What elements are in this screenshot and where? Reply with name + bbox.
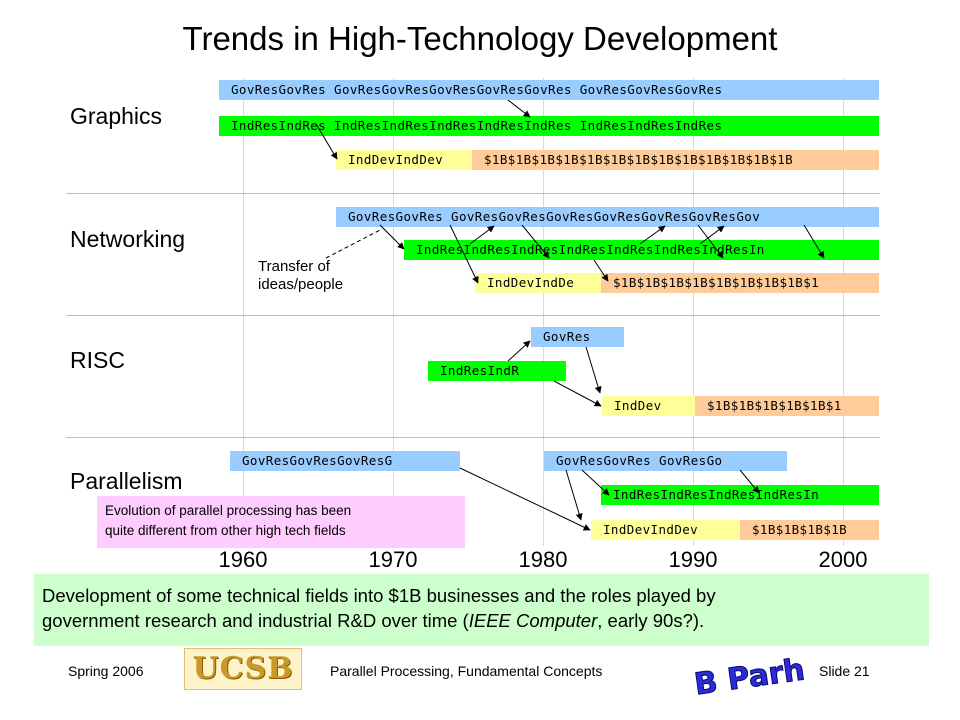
- arrow-parallel-gov-to-ind-3: [739, 469, 760, 494]
- graphics-billion-bar: $1B$1B$1B$1B$1B$1B$1B$1B$1B$1B$1B$1B$1B: [472, 150, 879, 170]
- separator-networking-risc: [66, 315, 880, 316]
- footer-slide-number: Slide 21: [819, 663, 870, 679]
- year-label-1960: 1960: [218, 547, 268, 572]
- parallel-gov-res-bar-early: GovResGovResGovResG: [230, 451, 460, 471]
- field-label-parallelism: Parallelism: [70, 468, 183, 494]
- arrow-networking-gov-to-dev-1: [449, 224, 479, 284]
- risc-gov-res-bar: GovRes: [531, 327, 624, 347]
- arrow-networking-ind-to-gov-1: [469, 225, 495, 245]
- gridline-1960: [243, 78, 244, 546]
- ucsb-logo: UCSB: [184, 648, 302, 690]
- caption-line1: Development of some technical fields int…: [42, 585, 716, 606]
- parallel-ind-dev-bar: IndDevIndDev: [591, 520, 740, 540]
- year-label-2000: 2000: [818, 547, 868, 572]
- graphics-ind-res-bar: IndResIndRes IndResIndResIndResIndResInd…: [219, 116, 879, 136]
- field-label-networking: Networking: [70, 226, 186, 252]
- arrow-parallel-gov-to-ind-2: [581, 469, 610, 496]
- parallel-billion-bar: $1B$1B$1B$1B: [740, 520, 879, 540]
- transfer-note-dashed-leader: [325, 228, 383, 259]
- parallel-gov-res-bar-late: GovResGovRes GovResGo: [544, 451, 787, 471]
- networking-ind-res-bar: IndResIndResIndResIndResIndResIndResIndR…: [404, 240, 879, 260]
- arrow-graphics-gov-to-dev: [315, 123, 338, 160]
- parallel-evolution-note: Evolution of parallel processing has bee…: [97, 496, 465, 548]
- year-label-1980: 1980: [518, 547, 568, 572]
- transfer-note-line1: Transfer of: [258, 258, 330, 275]
- arrow-risc-ind-to-dev: [553, 380, 602, 407]
- risc-ind-res-bar: IndResIndR: [428, 361, 566, 381]
- year-label-1990: 1990: [668, 547, 718, 572]
- parallel-evolution-note-line1: Evolution of parallel processing has bee…: [105, 503, 352, 518]
- arrow-networking-gov-to-ind-4: [803, 224, 825, 259]
- transfer-note-line2: ideas/people: [258, 276, 344, 293]
- separator-risc-parallelism: [66, 437, 880, 438]
- networking-ind-dev-bar: IndDevIndDe: [475, 273, 601, 293]
- gridline-1980: [543, 78, 544, 546]
- gridline-1990: [693, 78, 694, 546]
- arrow-parallel-gov-to-dev: [459, 467, 591, 531]
- separator-graphics-networking: [66, 193, 880, 194]
- risc-ind-dev-bar: IndDev: [602, 396, 695, 416]
- caption-source-title: IEEE Computer: [468, 610, 598, 631]
- caption-line2-prefix: government research and industrial R&D o…: [42, 610, 469, 631]
- graphics-gov-res-bar: GovResGovRes GovResGovResGovResGovResGov…: [219, 80, 879, 100]
- graphics-ind-dev-bar: IndDevIndDev: [336, 150, 472, 170]
- arrow-networking-gov-to-ind-3: [697, 224, 724, 259]
- footer-course-title: Parallel Processing, Fundamental Concept…: [330, 663, 603, 679]
- networking-gov-res-bar: GovResGovRes GovResGovResGovResGovResGov…: [336, 207, 879, 227]
- gridline-2000: [843, 78, 844, 546]
- arrow-networking-ind-to-dev: [593, 259, 609, 282]
- arrow-risc-ind-to-gov: [507, 340, 531, 362]
- risc-billion-bar: $1B$1B$1B$1B$1B$1: [695, 396, 879, 416]
- transfer-note: Transfer of ideas/people: [258, 258, 343, 294]
- author-logo: B Parhami: [692, 648, 804, 703]
- field-label-graphics: Graphics: [70, 103, 163, 129]
- arrow-networking-gov-to-ind: [379, 224, 405, 250]
- arrow-networking-gov-to-ind-2: [521, 224, 550, 259]
- arrow-networking-ind-to-gov-2: [639, 225, 666, 245]
- author-logo-text: B Parhami: [692, 648, 804, 702]
- slide-caption: Development of some technical fields int…: [34, 574, 929, 646]
- footer-date: Spring 2006: [68, 663, 144, 679]
- year-label-1970: 1970: [368, 547, 418, 572]
- arrow-networking-ind-to-gov-3: [699, 225, 725, 245]
- caption-line2-suffix: , early 90s?).: [597, 610, 705, 631]
- ucsb-logo-text: UCSB: [192, 651, 294, 686]
- arrow-graphics-gov-to-ind: [507, 99, 531, 118]
- arrow-parallel-gov-to-ind: [565, 469, 583, 521]
- caption-line2: government research and industrial R&D o…: [42, 608, 921, 633]
- field-label-risc: RISC: [70, 347, 125, 373]
- slide-title: Trends in High-Technology Development: [182, 20, 778, 57]
- parallel-ind-res-bar: IndResIndResIndResIndResIn: [601, 485, 879, 505]
- gridline-1970: [393, 78, 394, 546]
- parallel-evolution-note-line2: quite different from other high tech fie…: [105, 523, 346, 538]
- networking-billion-bar: $1B$1B$1B$1B$1B$1B$1B$1B$1: [601, 273, 879, 293]
- arrow-risc-gov-to-dev: [585, 346, 602, 394]
